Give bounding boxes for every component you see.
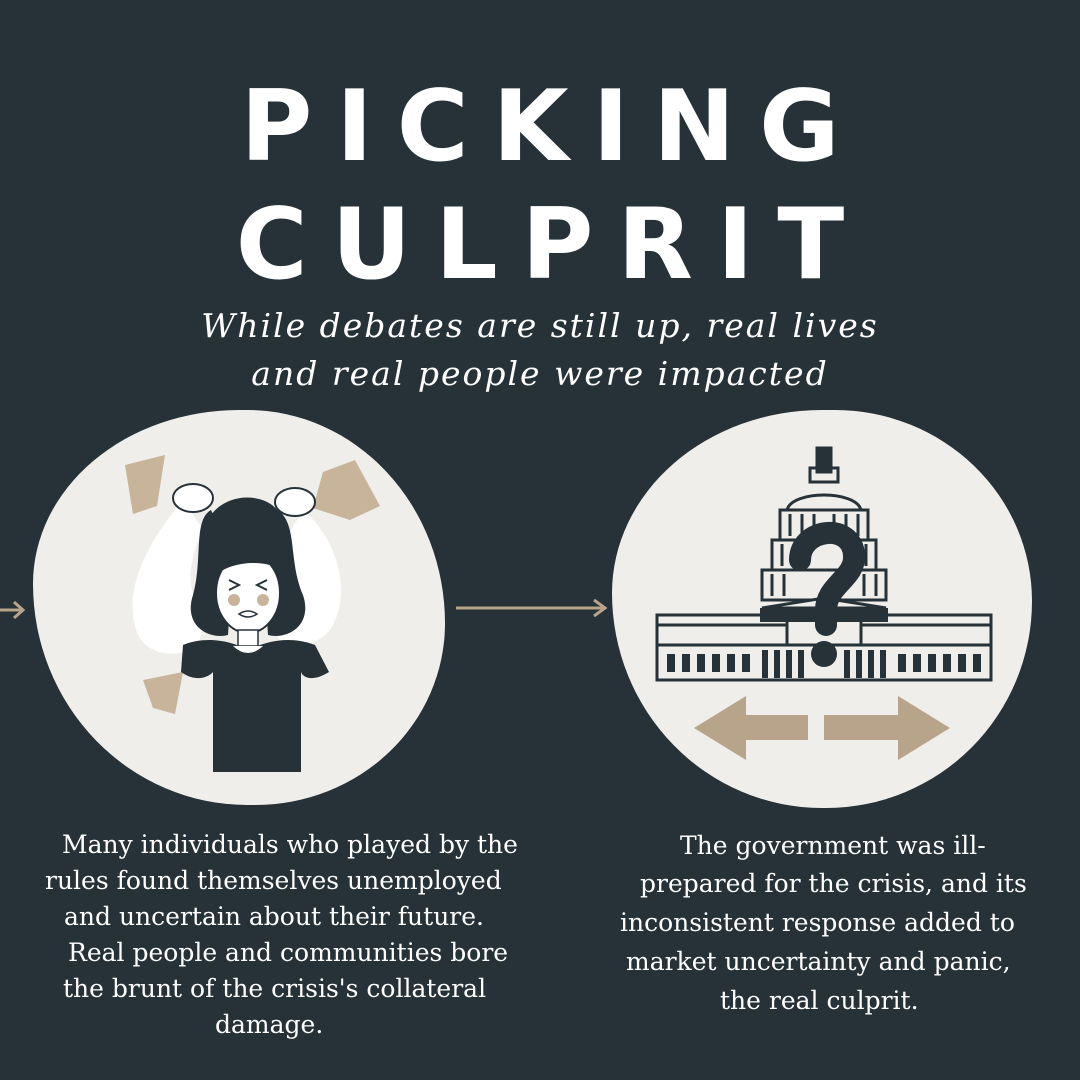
connector-arrow-icon (456, 598, 608, 618)
left-caption-line-2: rules found themselves unemployed (45, 866, 502, 895)
stressed-woman-pulling-hair-icon (125, 455, 380, 772)
subtitle-line-1: While debates are still up, real lives (201, 306, 879, 345)
right-caption-line-2: prepared for the crisis, and its (640, 869, 1027, 898)
left-illustration-panel (33, 410, 445, 805)
right-caption-line-4: market uncertainty and panic, (626, 947, 1011, 976)
right-caption-line-3: inconsistent response added to (620, 908, 1015, 937)
right-caption-line-5: the real culprit. (720, 986, 919, 1015)
incoming-arrow-icon (0, 600, 26, 620)
page-title-line-1: PICKING (240, 70, 864, 184)
right-caption-line-1: The government was ill- (680, 831, 986, 860)
right-illustration-panel (612, 410, 1032, 808)
left-caption-line-1: Many individuals who played by the (62, 830, 518, 859)
left-caption-line-3: and uncertain about their future. (64, 902, 484, 931)
left-caption-line-5: the brunt of the crisis's collateral (63, 974, 487, 1003)
capitol-building-question-mark-icon (655, 446, 993, 760)
subtitle-line-2: and real people were impacted (251, 354, 829, 393)
left-caption-line-4: Real people and communities bore (68, 938, 509, 967)
left-caption-line-6: damage. (215, 1010, 324, 1039)
page-title-line-2: CULPRIT (235, 188, 869, 302)
